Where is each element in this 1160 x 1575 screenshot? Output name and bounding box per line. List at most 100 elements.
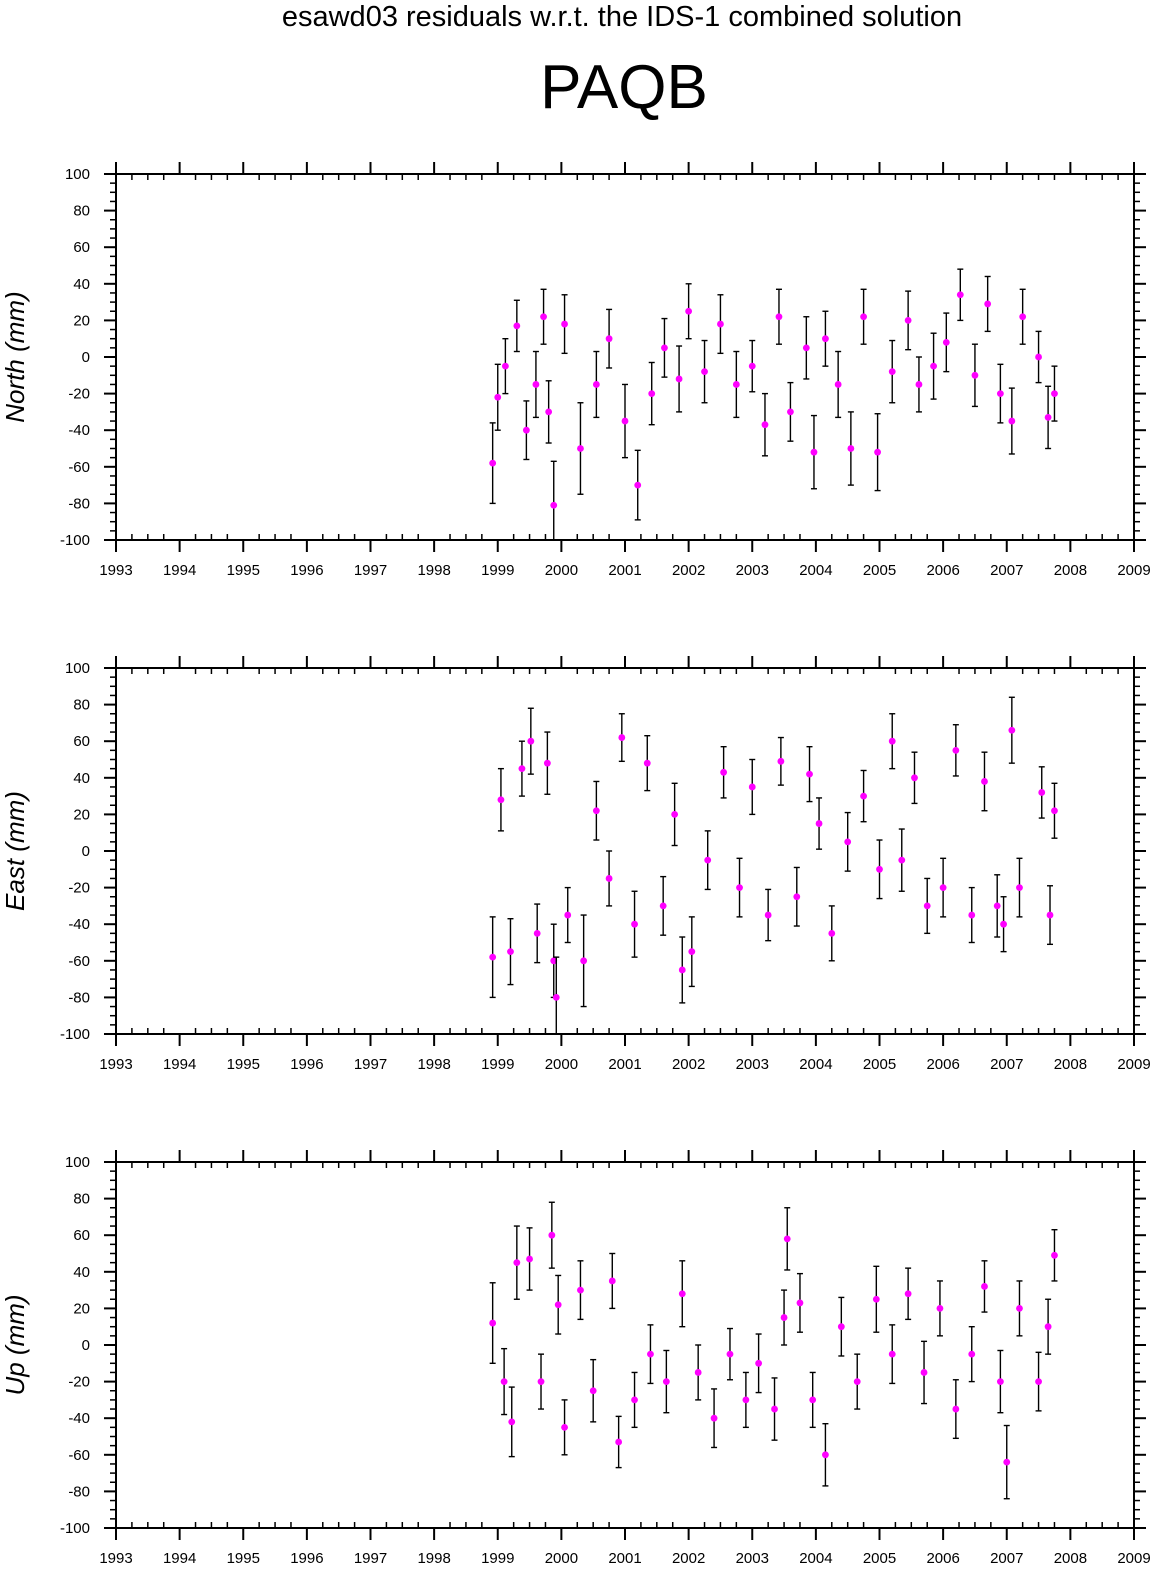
east-data-point — [631, 920, 638, 928]
east-data-point — [678, 966, 686, 974]
up-data-point — [554, 1301, 562, 1309]
up-data-point — [1016, 1305, 1023, 1312]
east-data-point — [844, 838, 852, 846]
east-data-point — [507, 948, 514, 956]
north-data-point — [930, 362, 937, 370]
up-data-point — [1035, 1378, 1042, 1385]
up-xtick-label: 1996 — [290, 1550, 323, 1567]
north-data-point — [942, 338, 950, 346]
north-data-point — [605, 335, 613, 343]
north-data-point — [874, 448, 881, 456]
up-xtick-label: 1998 — [417, 1550, 450, 1567]
north-data-point — [1035, 353, 1042, 361]
east-data-point — [592, 807, 600, 815]
up-data-point — [783, 1235, 791, 1243]
north-xtick-label: 2003 — [736, 562, 769, 579]
east-series-0 — [489, 696, 1058, 1034]
north-xtick-label: 2007 — [990, 562, 1023, 579]
east-ytick-label: -60 — [68, 953, 90, 970]
up-data-point — [678, 1290, 686, 1298]
north-data-point — [761, 421, 769, 429]
north-xtick-label: 1999 — [481, 562, 514, 579]
east-xtick-label: 1998 — [417, 1056, 450, 1073]
up-xtick-label: 2007 — [990, 1550, 1023, 1567]
east-ylabel: East (mm) — [0, 791, 30, 911]
east-xtick-label: 2004 — [799, 1056, 832, 1073]
east-ytick-label: 60 — [73, 733, 90, 750]
north-xtick-label: 1997 — [354, 562, 387, 579]
east-ytick-label: -80 — [68, 989, 90, 1006]
east-data-point — [806, 770, 813, 778]
north-ytick-label: -80 — [68, 495, 90, 512]
east-data-point — [643, 759, 651, 767]
east-data-point — [793, 893, 801, 901]
up-ytick-label: -100 — [60, 1520, 90, 1537]
up-ylabel: Up (mm) — [0, 1294, 30, 1395]
up-panel: Up (mm) 1993 1994 1995 1996 1997 1998 1999 2000… — [0, 1150, 1151, 1567]
up-xtick-label: 2009 — [1117, 1550, 1150, 1567]
north-data-point — [561, 320, 568, 328]
east-data-point — [704, 856, 712, 864]
up-data-point — [1044, 1323, 1052, 1331]
east-xtick-label: 2007 — [990, 1056, 1023, 1073]
east-data-point — [968, 911, 976, 919]
east-panel: East (mm) 1993 1994 1995 1996 1997 1998 1999 20… — [0, 656, 1151, 1073]
up-data-point — [920, 1369, 928, 1376]
north-data-point — [522, 426, 530, 434]
up-data-point — [742, 1396, 750, 1404]
up-data-point — [853, 1378, 861, 1385]
up-xtick-label: 2003 — [736, 1550, 769, 1567]
east-xtick-label: 2005 — [863, 1056, 896, 1073]
east-data-point — [552, 994, 560, 1001]
north-ytick-label: 60 — [73, 239, 90, 256]
up-data-point — [996, 1378, 1004, 1385]
north-data-point — [984, 300, 992, 308]
east-xtick-label: 1993 — [99, 1056, 132, 1073]
east-data-point — [1000, 920, 1007, 928]
up-xtick-label: 2006 — [926, 1550, 959, 1567]
east-data-point — [860, 792, 867, 800]
east-ytick-label: -100 — [60, 1026, 90, 1043]
up-xtick-label: 1997 — [354, 1550, 387, 1567]
up-data-point — [888, 1350, 896, 1358]
up-ytick-label: 0 — [82, 1337, 90, 1354]
up-data-point — [710, 1414, 718, 1422]
up-data-point — [577, 1286, 584, 1294]
up-ytick-label: 20 — [73, 1300, 90, 1317]
north-data-point — [1051, 390, 1058, 397]
north-ytick-label: -40 — [68, 422, 90, 439]
up-data-point — [589, 1387, 597, 1395]
up-xtick-label: 2004 — [799, 1550, 832, 1567]
east-data-point — [952, 746, 960, 754]
up-data-point — [771, 1405, 778, 1413]
east-data-point — [580, 957, 588, 965]
up-xtick-label: 2008 — [1054, 1550, 1087, 1567]
east-data-point — [815, 820, 823, 827]
east-data-point — [898, 856, 906, 864]
up-xtick-label: 1995 — [227, 1550, 260, 1567]
north-data-point — [1044, 413, 1052, 421]
east-data-point — [564, 911, 572, 919]
up-data-point — [726, 1350, 734, 1358]
up-xtick-label: 2002 — [672, 1550, 705, 1567]
east-data-point — [911, 774, 918, 782]
north-data-point — [915, 381, 923, 388]
north-data-point — [1008, 417, 1016, 425]
up-data-point — [837, 1323, 845, 1331]
north-xtick-label: 1996 — [290, 562, 323, 579]
north-data-point — [532, 381, 540, 388]
north-xtick-label: 2004 — [799, 562, 832, 579]
up-data-point — [952, 1405, 960, 1413]
north-data-point — [748, 362, 756, 370]
east-data-point — [777, 757, 785, 765]
up-ytick-label: 80 — [73, 1191, 90, 1208]
north-data-point — [577, 445, 584, 452]
north-ytick-label: -100 — [60, 532, 90, 549]
east-xtick-label: 1995 — [227, 1056, 260, 1073]
east-xtick-label: 2000 — [545, 1056, 578, 1073]
north-plot-frame — [115, 173, 1135, 541]
north-xtick-label: 1995 — [227, 562, 260, 579]
north-data-point — [717, 320, 724, 328]
up-data-point — [508, 1418, 516, 1426]
